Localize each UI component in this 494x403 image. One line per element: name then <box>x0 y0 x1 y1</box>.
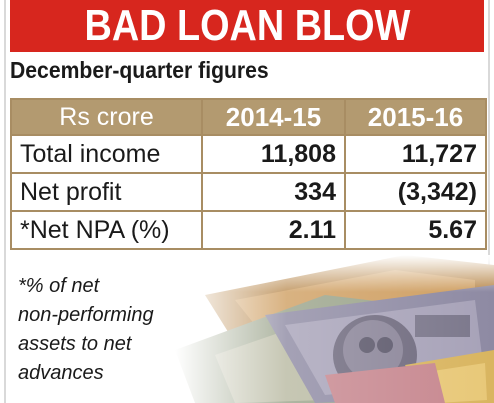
cell-net-profit-2014-15: 334 <box>201 172 346 212</box>
row-label-total-income: Total income <box>10 134 203 174</box>
footnote: *% of net non-performing assets to net a… <box>18 272 218 388</box>
cell-net-profit-2015-16: (3,342) <box>344 172 487 212</box>
year-header-2015-16: 2015-16 <box>344 98 487 136</box>
headline-banner: BAD LOAN BLOW <box>10 0 484 52</box>
headline-title: BAD LOAN BLOW <box>84 1 410 50</box>
header-row: Rs crore 2014-15 2015-16 <box>10 98 487 136</box>
row-label-net-npa: *Net NPA (%) <box>10 210 203 250</box>
cell-net-npa-2015-16: 5.67 <box>344 210 487 250</box>
table-row: Total income 11,808 11,727 <box>10 134 487 174</box>
cell-total-income-2014-15: 11,808 <box>201 134 346 174</box>
unit-header: Rs crore <box>10 98 203 136</box>
row-label-net-profit: Net profit <box>10 172 203 212</box>
cell-total-income-2015-16: 11,727 <box>344 134 487 174</box>
subtitle-text: December-quarter figures <box>10 57 269 83</box>
cell-net-npa-2014-15: 2.11 <box>201 210 346 250</box>
currency-notes-illustration <box>175 255 494 403</box>
footnote-line: non-performing <box>18 304 154 326</box>
footnote-line: *% of net <box>18 275 100 297</box>
footnote-line: assets to net <box>18 333 132 355</box>
data-table: Rs crore 2014-15 2015-16 Total income 11… <box>10 98 487 250</box>
footnote-line: advances <box>18 362 104 384</box>
table-row: Net profit 334 (3,342) <box>10 172 487 212</box>
table-row: *Net NPA (%) 2.11 5.67 <box>10 210 487 250</box>
currency-notes-image <box>175 255 494 403</box>
year-header-2014-15: 2014-15 <box>201 98 346 136</box>
subtitle: December-quarter figures <box>10 57 291 84</box>
